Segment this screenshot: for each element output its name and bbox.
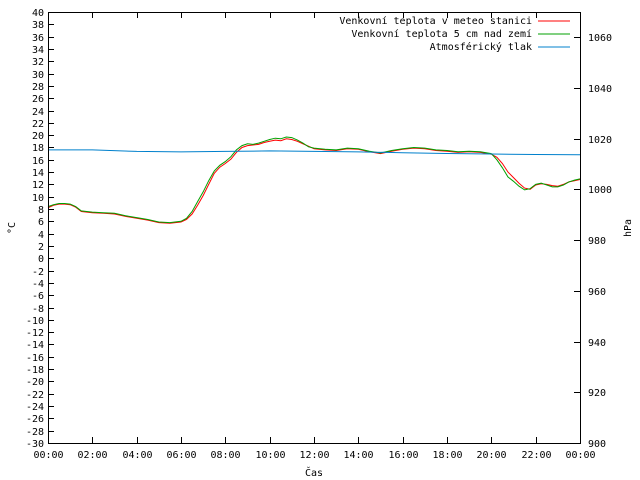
- y-tick-label: -30: [26, 439, 44, 450]
- legend-label-station: Venkovní teplota v meteo stanici: [339, 15, 532, 27]
- y-tick-label: 12: [32, 180, 44, 191]
- y-tick-label: 34: [32, 45, 44, 56]
- legend: Venkovní teplota v meteo stanici Venkovn…: [339, 15, 570, 53]
- series-line-pressure: [48, 149, 581, 156]
- series-line-station: [47, 138, 581, 224]
- y-tick-label: -10: [26, 316, 44, 327]
- y-tick-label: 16: [32, 156, 44, 167]
- series-lines: [47, 136, 581, 224]
- y2-tick-label: 960: [588, 287, 606, 298]
- y-tick-label: 18: [32, 143, 44, 154]
- y-tick-label: 0: [38, 254, 44, 265]
- y2-tick-label: 900: [588, 439, 606, 450]
- y-tick-label: 4: [38, 230, 44, 241]
- y-tick-label: -18: [26, 365, 44, 376]
- y-tick-label: 2: [38, 242, 44, 253]
- y2-tick-label: 1020: [588, 135, 612, 146]
- y-tick-label: 36: [32, 33, 44, 44]
- x-axis: 00:00 02:00 04:00 06:00 08:00 10:00 12:00 14:00…: [33, 12, 596, 461]
- legend-label-ground: Venkovní teplota 5 cm nad zemí: [351, 28, 532, 40]
- x-tick-label: 14:00: [343, 450, 373, 461]
- y-tick-label: -22: [26, 390, 44, 401]
- y-tick-label: -4: [32, 279, 44, 290]
- y-axis-right: 1060 1040 1020 1000 980 960 940 920 900: [574, 33, 612, 450]
- y2-tick-label: 1000: [588, 185, 612, 196]
- y2-tick-label: 1060: [588, 33, 612, 44]
- y-tick-label: 30: [32, 70, 44, 81]
- y-tick-label: -28: [26, 427, 44, 438]
- x-axis-label: Čas: [305, 466, 323, 479]
- y2-tick-label: 1040: [588, 84, 612, 95]
- plot-frame: [48, 12, 581, 444]
- y-tick-label: 10: [32, 193, 44, 204]
- x-tick-label: 12:00: [299, 450, 329, 461]
- x-tick-label: 04:00: [122, 450, 152, 461]
- x-tick-label: 08:00: [210, 450, 240, 461]
- x-tick-label: 00:00: [565, 450, 595, 461]
- y-tick-label: 38: [32, 20, 44, 31]
- y-tick-label: -26: [26, 414, 44, 425]
- x-tick-label: 02:00: [77, 450, 107, 461]
- y-tick-label: 20: [32, 131, 44, 142]
- y2-tick-label: 980: [588, 236, 606, 247]
- x-tick-label: 10:00: [255, 450, 285, 461]
- y2-tick-label: 940: [588, 338, 606, 349]
- y-axis-label: °C: [7, 222, 18, 234]
- y-tick-label: -24: [26, 402, 44, 413]
- y-tick-label: -2: [32, 267, 44, 278]
- y-tick-label: 22: [32, 119, 44, 130]
- x-tick-label: 00:00: [33, 450, 63, 461]
- y-tick-label: -16: [26, 353, 44, 364]
- x-tick-label: 18:00: [432, 450, 462, 461]
- y-axis-left: 4038363432302826242220181614121086420-2-…: [26, 8, 54, 450]
- y-tick-label: 40: [32, 8, 44, 19]
- x-tick-label: 20:00: [476, 450, 506, 461]
- y-tick-label: 32: [32, 57, 44, 68]
- y-tick-label: -6: [32, 291, 44, 302]
- y2-axis-label: hPa: [623, 219, 634, 237]
- y-tick-label: 26: [32, 94, 44, 105]
- legend-label-pressure: Atmosférický tlak: [430, 41, 532, 53]
- series-line-ground: [47, 136, 581, 224]
- y-tick-label: 14: [32, 168, 44, 179]
- y-tick-label: 6: [38, 217, 44, 228]
- y-tick-label: 24: [32, 107, 44, 118]
- y2-tick-label: 920: [588, 388, 606, 399]
- x-tick-label: 16:00: [388, 450, 418, 461]
- y-tick-label: 8: [38, 205, 44, 216]
- y-tick-label: -8: [32, 304, 44, 315]
- y-tick-label: -12: [26, 328, 44, 339]
- y-tick-label: -20: [26, 377, 44, 388]
- x-tick-label: 06:00: [166, 450, 196, 461]
- y-tick-label: 28: [32, 82, 44, 93]
- y-tick-label: -14: [26, 340, 44, 351]
- x-tick-label: 22:00: [521, 450, 551, 461]
